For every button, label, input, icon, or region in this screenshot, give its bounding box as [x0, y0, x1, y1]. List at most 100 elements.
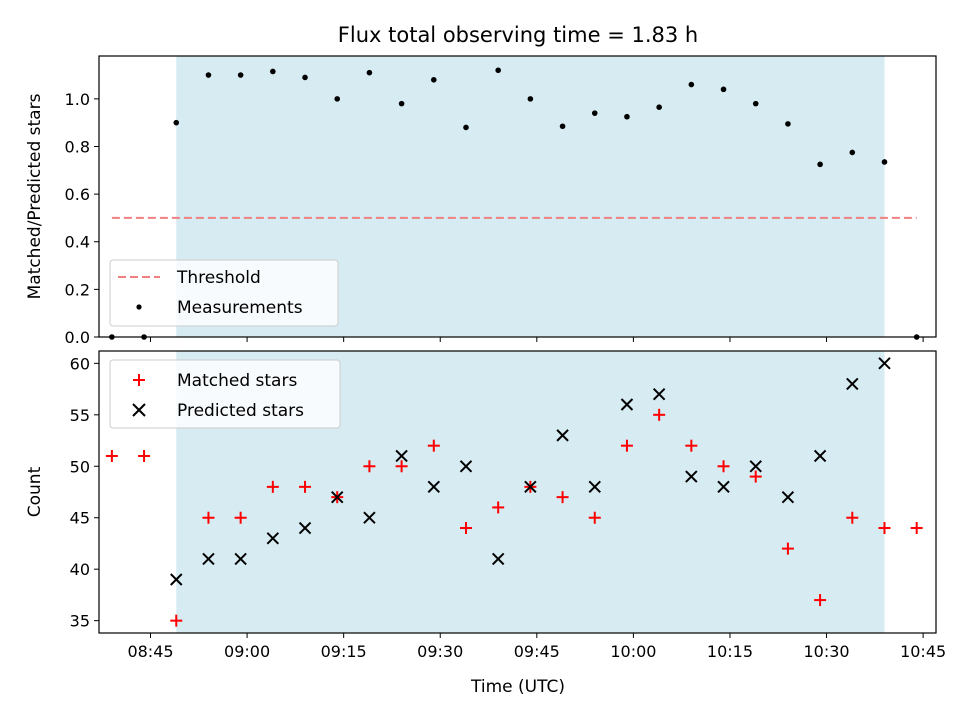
predicted-star-point [524, 480, 537, 494]
bottom-panel: 35 40 45 50 55 60 08:45 09:00 09:15 09:30 09:45 10… [25, 350, 946, 697]
matched-star-point [492, 501, 505, 514]
top-ytick-label: 0.8 [65, 137, 90, 156]
chart-title: Flux total observing time = 1.83 h [338, 23, 698, 47]
measurement-point [849, 149, 856, 156]
measurement-point [398, 100, 405, 107]
measurement-point [559, 123, 566, 130]
top-y-ticks: 0.0 0.2 0.4 0.6 0.8 1.0 [65, 90, 99, 347]
measurement-point [463, 124, 469, 131]
legend-matched-swatch [133, 374, 145, 386]
matched-star-point [781, 542, 794, 555]
matched-star-point [266, 480, 279, 493]
measurement-point [656, 104, 662, 110]
legend-predicted-label: Predicted stars [177, 401, 304, 421]
bottom-axes-frame [98, 350, 937, 634]
bottom-xtick-label: 10:00 [610, 642, 656, 661]
predicted-stars-points [170, 357, 891, 586]
bottom-y-axis-label: Count [25, 466, 45, 517]
bottom-x-ticks: 08:45 09:00 09:15 09:30 09:45 10:00 10:15 10:30… [127, 633, 946, 661]
bottom-y-ticks: 35 40 45 50 55 60 [70, 354, 99, 631]
measurement-point [237, 72, 244, 78]
measurement-point [688, 81, 695, 88]
measurement-point [785, 121, 791, 127]
measurement-point [881, 159, 888, 165]
bottom-legend: Matched stars Predicted stars [109, 359, 341, 429]
bottom-xtick-label: 09:45 [514, 642, 560, 661]
top-legend-box [109, 259, 339, 327]
predicted-star-point [556, 429, 569, 442]
top-axes-frame [98, 55, 937, 338]
matched-star-point [556, 491, 569, 504]
measurement-point [720, 86, 727, 93]
measurement-point [334, 96, 341, 102]
measurement-point [527, 96, 534, 102]
bottom-ytick-label: 55 [70, 406, 90, 425]
predicted-star-point [266, 532, 280, 545]
top-legend: Threshold Measurements [109, 259, 339, 327]
legend-matched-label: Matched stars [177, 371, 297, 391]
predicted-star-point [202, 552, 215, 566]
measurement-point [205, 72, 212, 78]
matched-star-point [299, 480, 312, 493]
bottom-ytick-label: 50 [70, 457, 90, 476]
matched-star-point [685, 439, 698, 452]
predicted-star-point [395, 449, 408, 463]
bottom-ytick-label: 60 [70, 354, 90, 373]
matched-star-point [878, 522, 891, 535]
predicted-star-point [298, 521, 312, 535]
bottom-xtick-label: 09:00 [224, 642, 270, 661]
legend-threshold-label: Threshold [176, 268, 261, 288]
measurement-point [270, 68, 276, 75]
predicted-star-point [234, 552, 247, 566]
top-ytick-label: 1.0 [65, 90, 90, 109]
predicted-star-point [749, 460, 762, 473]
predicted-star-point [878, 357, 891, 370]
matched-star-point [202, 511, 215, 524]
matched-star-point [170, 614, 183, 627]
top-ytick-label: 0.0 [65, 328, 90, 347]
matched-star-point [653, 408, 666, 421]
predicted-star-point [459, 460, 473, 473]
measurement-point [431, 77, 437, 83]
top-ytick-label: 0.2 [65, 280, 90, 299]
measurement-point [495, 67, 501, 74]
measurement-point [752, 100, 759, 107]
x-axis-label: Time (UTC) [470, 677, 565, 697]
top-ytick-label: 0.4 [65, 233, 90, 252]
matched-star-point [814, 594, 827, 607]
predicted-star-point [363, 511, 376, 524]
predicted-star-point [813, 449, 827, 463]
matched-star-point [234, 511, 247, 524]
bottom-xtick-label: 10:45 [900, 642, 946, 661]
predicted-star-point [491, 552, 505, 566]
bottom-ytick-label: 40 [70, 560, 90, 579]
predicted-star-point [427, 480, 441, 494]
legend-measurement-swatch [136, 304, 142, 310]
predicted-star-point [781, 490, 795, 504]
bottom-xtick-label: 09:30 [417, 642, 463, 661]
top-x-ticks [150, 337, 924, 342]
matched-star-point [138, 449, 151, 462]
legend-predicted-swatch [132, 403, 146, 417]
measurement-point [624, 113, 630, 120]
matched-star-point [588, 511, 601, 524]
matched-star-point [427, 439, 440, 452]
matched-star-point [620, 439, 633, 452]
predicted-star-point [331, 490, 344, 504]
bottom-ytick-label: 35 [70, 612, 90, 631]
bottom-xtick-label: 09:15 [321, 642, 367, 661]
predicted-star-point [652, 388, 666, 401]
measurement-point [591, 110, 598, 116]
measurement-point [366, 69, 373, 76]
legend-measurements-label: Measurements [177, 298, 303, 318]
matched-star-point [363, 460, 376, 473]
matched-star-point [459, 522, 472, 535]
bottom-xtick-label: 08:45 [127, 642, 173, 661]
top-y-axis-label: Matched/Predicted stars [25, 93, 45, 299]
predicted-star-point [685, 470, 698, 483]
matched-star-point [105, 449, 118, 462]
bottom-xtick-label: 10:30 [803, 642, 849, 661]
measurement-points [109, 67, 920, 340]
matched-star-point [717, 460, 730, 473]
